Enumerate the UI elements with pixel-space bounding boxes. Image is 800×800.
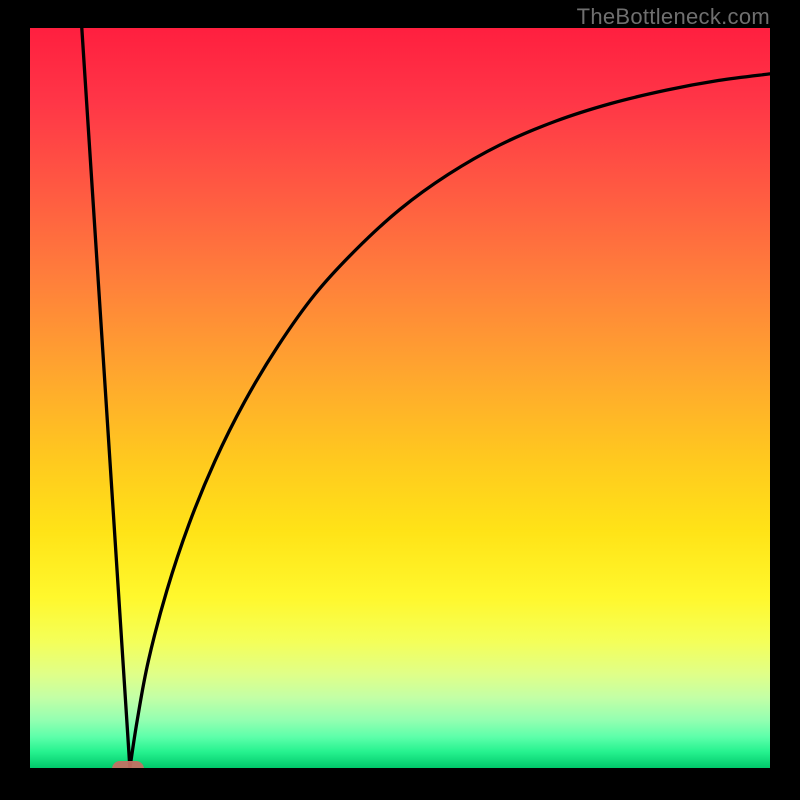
- curves-layer: [30, 28, 770, 768]
- right-curve: [130, 74, 770, 768]
- chart-frame: TheBottleneck.com: [0, 0, 800, 800]
- watermark-text: TheBottleneck.com: [577, 4, 770, 30]
- left-segment: [82, 28, 130, 768]
- bottleneck-marker: [112, 761, 144, 768]
- plot-area: [30, 28, 770, 768]
